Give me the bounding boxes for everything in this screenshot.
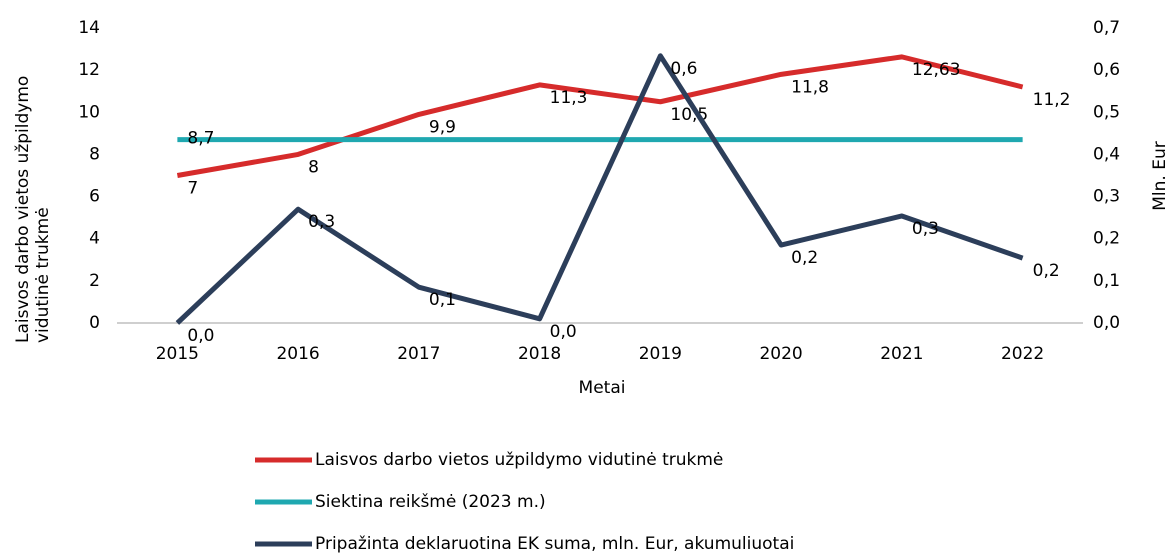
y2-tick-label: 0,5: [1093, 102, 1120, 122]
x-tick-label: 2020: [759, 344, 802, 364]
data-label: 8: [308, 157, 319, 177]
data-label: 7: [187, 179, 198, 199]
legend-label: Laisvos darbo vietos užpildymo vidutinė …: [315, 450, 723, 470]
y2-tick-label: 0,0: [1093, 313, 1120, 333]
y2-tick-label: 0,2: [1093, 229, 1120, 249]
data-label: 8,7: [187, 129, 214, 149]
y-tick-label: 8: [89, 144, 100, 164]
data-label: 0,3: [912, 219, 939, 239]
y2-tick-label: 0,6: [1093, 60, 1120, 80]
y-tick-label: 6: [89, 187, 100, 207]
y-tick-label: 4: [89, 229, 100, 249]
y-tick-label: 0: [89, 313, 100, 333]
series-line: [176, 54, 1024, 178]
y-tick-label: 10: [78, 102, 100, 122]
data-label: 0,2: [791, 248, 818, 268]
y-tick-label: 14: [78, 18, 100, 38]
x-tick-label: 2019: [639, 344, 682, 364]
data-label: 11,3: [550, 88, 588, 108]
y2-tick-label: 0,4: [1093, 144, 1120, 164]
x-tick-label: 2015: [156, 344, 199, 364]
y-axis-label: Laisvos darbo vietos užpildymo vidutinė …: [13, 75, 53, 343]
x-tick-label: 2016: [276, 344, 319, 364]
data-label: 11,8: [791, 77, 829, 97]
y-tick-label: 12: [78, 60, 100, 80]
y2-tick-label: 0,3: [1093, 187, 1120, 207]
data-label: 0,0: [550, 322, 577, 342]
legend-label: Siektina reikšmė (2023 m.): [315, 492, 546, 512]
x-tick-label: 2022: [1001, 344, 1044, 364]
data-label: 0,1: [429, 290, 456, 310]
data-label: 12,63: [912, 60, 961, 80]
x-tick-label: 2017: [397, 344, 440, 364]
data-label: 0,2: [1033, 261, 1060, 281]
data-label: 11,2: [1033, 90, 1071, 110]
y2-axis-label: Mln. Eur: [1150, 141, 1170, 210]
data-label: 0,3: [308, 212, 335, 232]
data-label: 0,6: [670, 59, 697, 79]
x-tick-label: 2021: [880, 344, 923, 364]
y2-tick-label: 0,7: [1093, 18, 1120, 38]
y2-tick-label: 0,1: [1093, 271, 1120, 291]
y-tick-label: 2: [89, 271, 100, 291]
x-tick-label: 2018: [518, 344, 561, 364]
data-label: 0,0: [187, 326, 214, 346]
data-label: 9,9: [429, 117, 456, 137]
x-axis-label: Metai: [579, 378, 626, 398]
legend-label: Pripažinta deklaruotina EK suma, mln. Eu…: [315, 534, 794, 554]
series-line: [175, 53, 1024, 325]
